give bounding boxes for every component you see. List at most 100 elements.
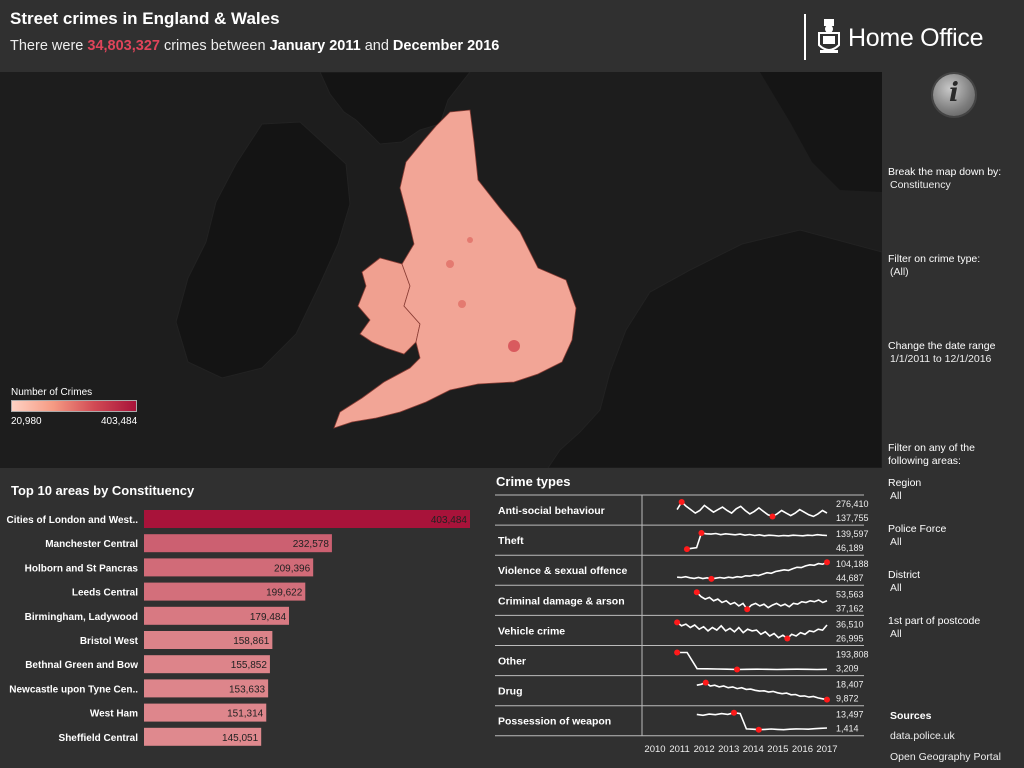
breakdown-label: Break the map down by:: [888, 166, 1002, 178]
map-canvas: [175, 72, 882, 468]
manchester-hotspot: [446, 260, 454, 268]
bar-category-9: Sheffield Central: [59, 733, 139, 744]
bar-8[interactable]: [144, 703, 267, 722]
bar-value-label-2: 209,396: [274, 563, 311, 574]
sparkline-max-marker-4: [674, 619, 681, 626]
crime-type-name-5: Other: [498, 656, 526, 668]
crime-type-name-1: Theft: [498, 535, 524, 547]
sparkline-1[interactable]: [686, 532, 828, 550]
bar-0[interactable]: [144, 510, 470, 528]
sparkline-min-marker-7: [755, 726, 762, 733]
bar-6[interactable]: [144, 655, 270, 674]
crime-types-title: Crime types: [496, 474, 571, 489]
bar-value-label-0: 403,484: [431, 515, 468, 526]
birmingham-hotspot: [458, 300, 466, 308]
london-hotspot: [508, 340, 520, 352]
crime-type-name-2: Violence & sexual offence: [498, 565, 628, 577]
bar-value-label-8: 151,314: [227, 709, 264, 720]
postcode-label: 1st part of postcode: [888, 615, 981, 627]
sparkline-3[interactable]: [696, 591, 828, 611]
legend-color-ramp: [11, 400, 137, 412]
areas-filter-label-1: Filter on any of the: [888, 442, 975, 454]
areas-filter-label-2: following areas:: [888, 455, 961, 467]
sparkline-min-marker-2: [708, 575, 715, 582]
crime-type-min-7: 1,414: [836, 724, 859, 734]
start-period: January 2011: [269, 38, 361, 54]
sparkline-4[interactable]: [676, 621, 828, 640]
bar-7[interactable]: [144, 679, 269, 698]
crime-types-chart: Anti-social behaviour 276,410 137,755 Theft…: [495, 494, 869, 755]
sparkline-max-marker-5: [674, 649, 681, 656]
source-link-geography[interactable]: Open Geography Portal: [890, 751, 1001, 763]
dashboard-subtitle: There were 34,803,327 crimes between Jan…: [10, 38, 499, 54]
year-tick-2014: 2014: [743, 744, 764, 755]
sparkline-min-marker-5: [734, 666, 741, 673]
sparkline-min-marker-1: [683, 546, 690, 553]
district-select[interactable]: All: [890, 582, 902, 594]
crime-type-name-7: Possession of weapon: [498, 716, 611, 728]
bar-category-0: Cities of London and West..: [7, 515, 139, 526]
date-range-select[interactable]: 1/1/2011 to 12/1/2016: [890, 353, 992, 365]
bar-category-1: Manchester Central: [45, 539, 138, 550]
crime-type-min-3: 37,162: [836, 603, 864, 613]
subtitle-mid: crimes between: [159, 38, 270, 54]
scandinavia-landmass: [760, 72, 882, 192]
crime-type-max-4: 36,510: [836, 619, 864, 629]
bar-2[interactable]: [144, 558, 314, 577]
dashboard-title: Street crimes in England & Wales: [10, 9, 280, 28]
top10-chart-title: Top 10 areas by Constituency: [11, 483, 195, 498]
crime-type-name-0: Anti-social behaviour: [498, 505, 605, 517]
bar-value-label-4: 179,484: [250, 612, 287, 623]
legend-max-value: 403,484: [101, 416, 138, 427]
region-select[interactable]: All: [890, 490, 902, 502]
sparkline-max-marker-2: [824, 559, 830, 566]
info-button[interactable]: i: [933, 74, 975, 116]
total-crimes: 34,803,327: [87, 38, 160, 54]
crime-type-max-5: 193,808: [836, 650, 869, 660]
breakdown-select[interactable]: Constituency: [890, 179, 951, 191]
info-icon: i: [949, 78, 959, 108]
crime-type-select[interactable]: (All): [890, 266, 909, 278]
crime-type-name-3: Criminal damage & arson: [498, 595, 625, 607]
bar-9[interactable]: [144, 727, 262, 746]
crime-type-max-3: 53,563: [836, 589, 864, 599]
sparkline-5[interactable]: [677, 651, 828, 671]
police-force-label: Police Force: [888, 523, 947, 535]
scotland-landmass: [319, 72, 471, 145]
bar-5[interactable]: [144, 631, 273, 649]
sparkline-7[interactable]: [696, 711, 828, 731]
bar-value-label-3: 199,622: [266, 588, 303, 599]
bar-value-label-5: 158,861: [233, 636, 270, 647]
subtitle-and: and: [360, 38, 393, 54]
year-tick-2017: 2017: [816, 744, 837, 755]
home-office-logo: Home Office: [804, 14, 1004, 60]
legend-title: Number of Crimes: [11, 387, 93, 398]
sparkline-max-marker-0: [678, 499, 685, 505]
date-range-label: Change the date range: [888, 340, 996, 352]
postcode-select[interactable]: All: [890, 628, 902, 640]
bar-3[interactable]: [144, 582, 306, 601]
sparkline-max-marker-6: [702, 679, 709, 686]
sparkline-2[interactable]: [677, 561, 828, 580]
crime-type-min-0: 137,755: [836, 513, 869, 523]
bar-4[interactable]: [144, 606, 290, 625]
crime-type-max-1: 139,597: [836, 529, 869, 539]
subtitle-prefix: There were: [10, 38, 88, 54]
crime-type-label: Filter on crime type:: [888, 253, 981, 265]
source-link-police[interactable]: data.police.uk: [890, 730, 955, 742]
year-tick-2012: 2012: [694, 744, 715, 755]
bar-1[interactable]: [144, 534, 332, 553]
police-force-select[interactable]: All: [890, 536, 902, 548]
choropleth-map[interactable]: [0, 72, 882, 468]
sparkline-max-marker-3: [693, 589, 700, 596]
sparkline-min-marker-3: [744, 606, 751, 613]
bar-value-label-6: 155,852: [231, 660, 268, 671]
top10-bar-chart: Cities of London and West.. 403,484 Manche…: [7, 510, 470, 746]
district-label: District: [888, 569, 921, 581]
sparkline-6[interactable]: [696, 681, 828, 701]
bar-category-6: Bethnal Green and Bow: [25, 660, 138, 671]
crime-type-min-2: 44,687: [836, 573, 864, 583]
crime-type-max-6: 18,407: [836, 680, 864, 690]
sparkline-0[interactable]: [676, 500, 828, 518]
bar-value-label-9: 145,051: [222, 733, 259, 744]
